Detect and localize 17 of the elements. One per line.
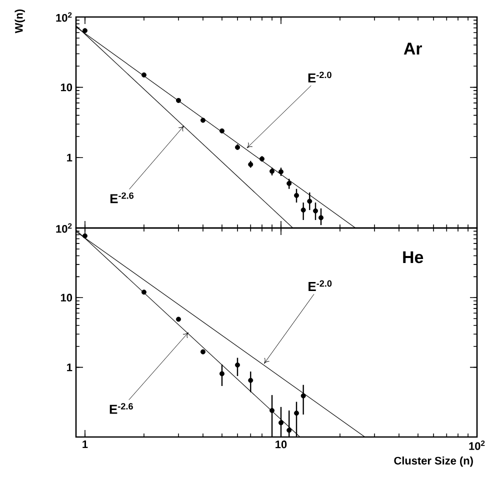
y-axis-title: W(n) [14,9,25,34]
y-tick-label: 1 [67,154,72,162]
x-tick-label: 1 [82,440,88,448]
x-tick-label: 10$^{2}$ [469,440,485,450]
y-tick-label: 10 [60,294,72,302]
x-tick-label: 10 [276,440,287,448]
annotation: Ar [404,42,422,54]
y-tick-label: 1 [67,364,72,372]
y-tick-label: 10 [60,83,72,92]
annotation: He [403,251,424,264]
x-axis-title: Cluster Size (n) [394,456,473,467]
y-tick-label: 10$^{2}$ [56,12,72,22]
annotation: E$^{-2.6}$ [110,192,134,204]
annotation: E$^{-2.6}$ [110,403,133,414]
annotation: E$^{-2.0}$ [308,280,332,291]
y-tick-label: 10$^{2}$ [56,223,72,233]
annotation: E$^{-2.0}$ [308,72,332,82]
